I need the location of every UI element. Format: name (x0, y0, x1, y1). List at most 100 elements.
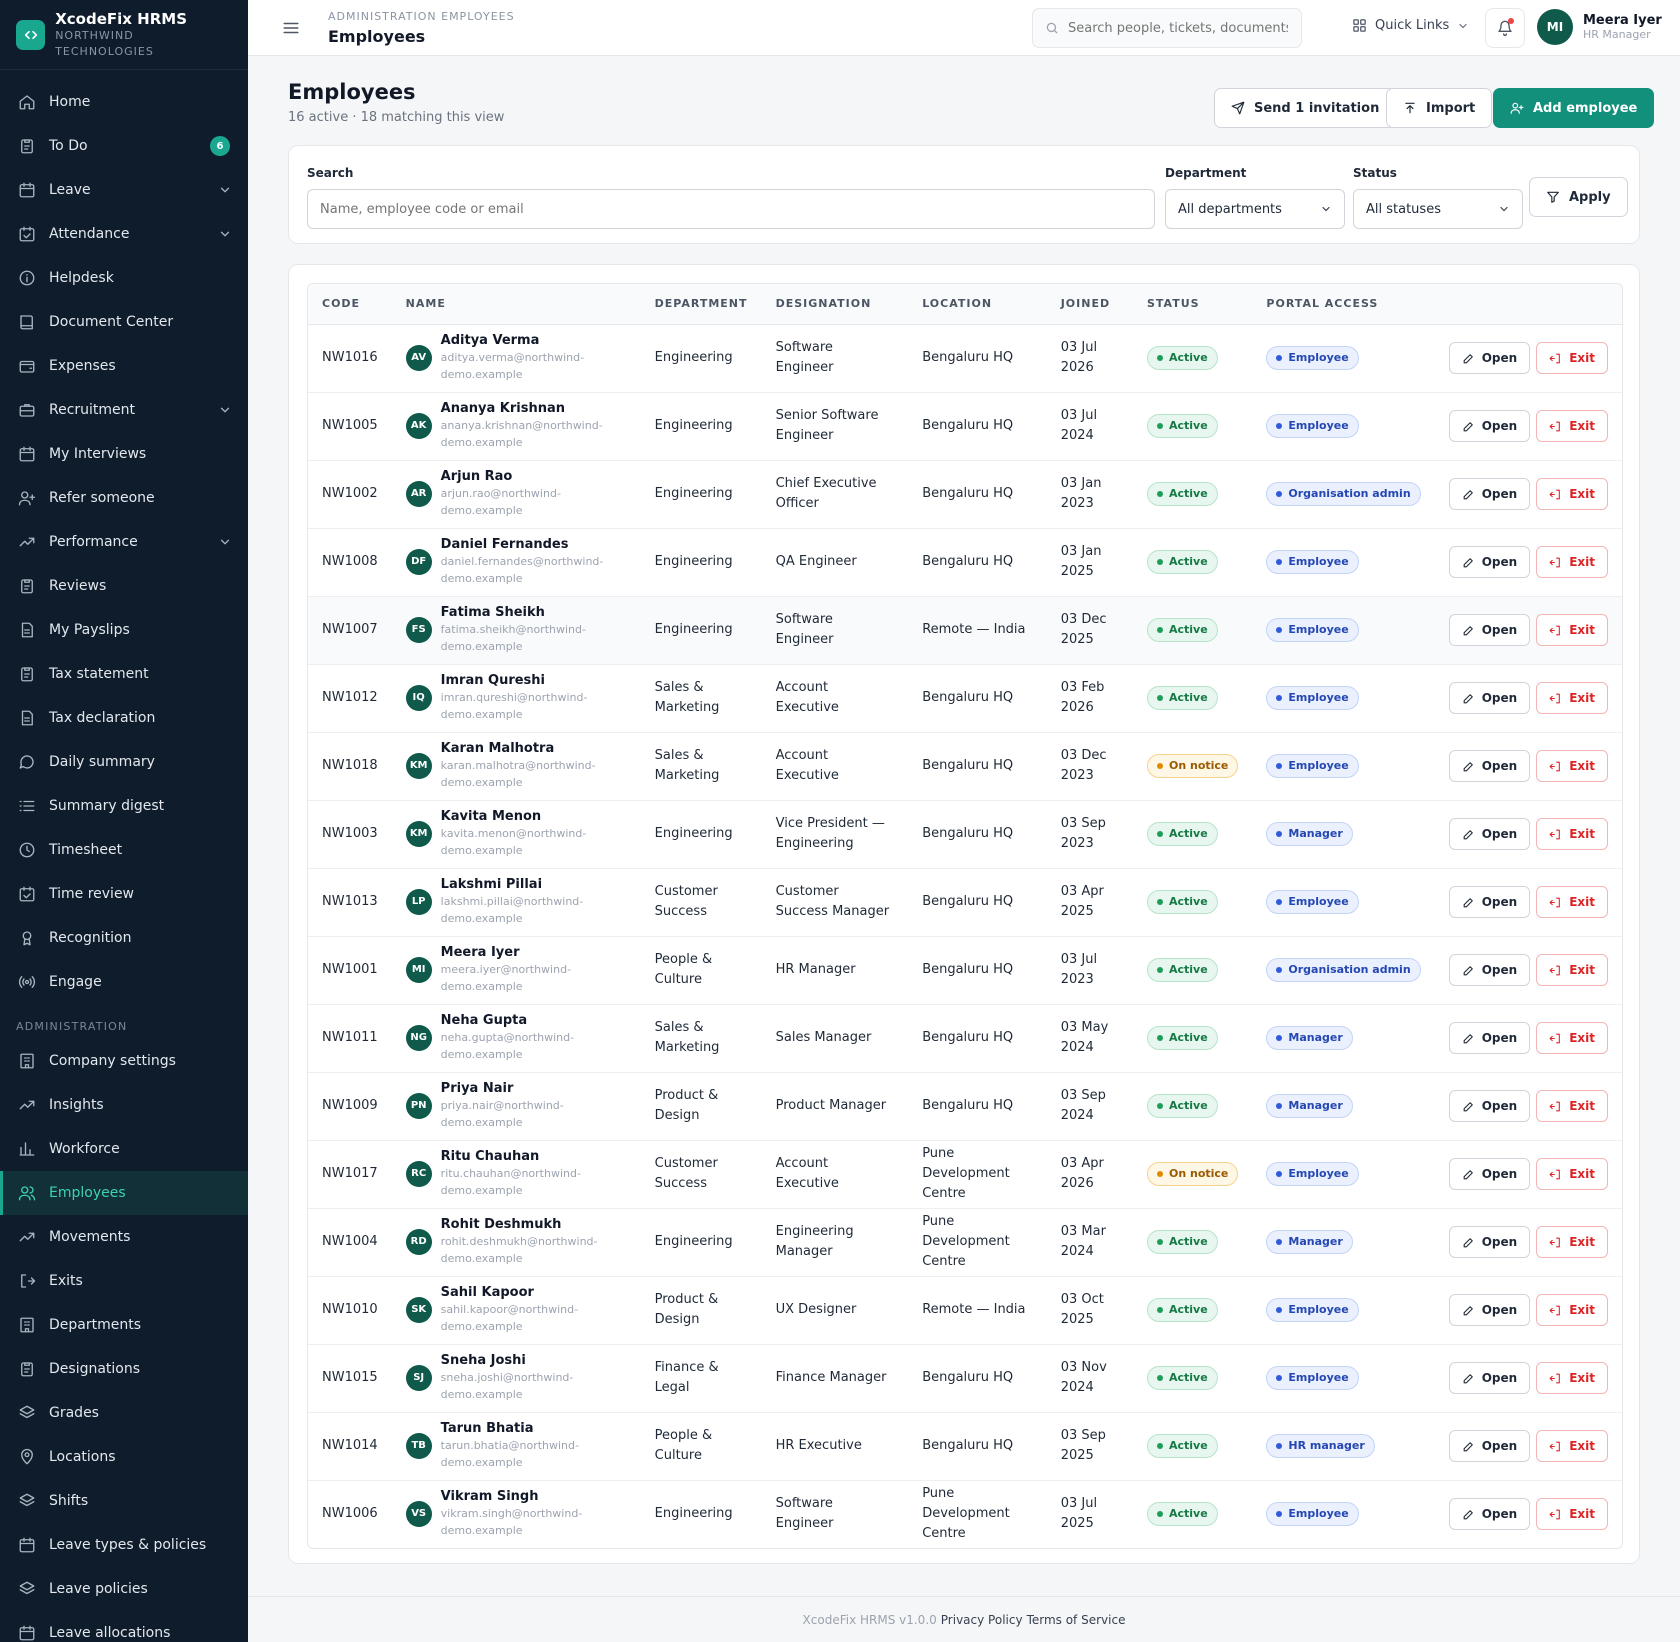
status-select[interactable]: All statuses (1353, 189, 1523, 229)
open-employee-button[interactable]: Open (1448, 750, 1531, 782)
sidebar-item-to-do[interactable]: To Do 6 (0, 124, 248, 168)
user-menu[interactable]: MI Meera Iyer HR Manager (1537, 9, 1662, 45)
sidebar-item-recognition[interactable]: Recognition (0, 916, 248, 960)
sidebar-item-time-review[interactable]: Time review (0, 872, 248, 916)
open-employee-button[interactable]: Open (1448, 342, 1531, 374)
table-row[interactable]: NW1009 PN Priya Nair priya.nair@northwind-d… (308, 1072, 1622, 1141)
table-row[interactable]: NW1006 VS Vikram Singh vikram.singh@northwi… (308, 1480, 1622, 1548)
sidebar-item-my-payslips[interactable]: My Payslips (0, 608, 248, 652)
exit-employee-button[interactable]: Exit (1536, 1158, 1608, 1190)
exit-employee-button[interactable]: Exit (1536, 410, 1608, 442)
exit-employee-button[interactable]: Exit (1536, 1498, 1608, 1531)
employee-name[interactable]: Neha Gupta (440, 1013, 528, 1028)
open-employee-button[interactable]: Open (1448, 478, 1531, 510)
global-search-input[interactable] (1068, 20, 1288, 36)
open-employee-button[interactable]: Open (1448, 1226, 1531, 1258)
exit-employee-button[interactable]: Exit (1536, 1090, 1608, 1122)
sidebar-item-grades[interactable]: Grades (0, 1391, 248, 1435)
terms-of-service-link[interactable]: Terms of Service (1026, 1612, 1126, 1627)
employee-name[interactable]: Karan Malhotra (440, 741, 555, 756)
employee-name[interactable]: Tarun Bhatia (440, 1421, 534, 1436)
open-employee-button[interactable]: Open (1448, 546, 1531, 578)
sidebar-item-tax-declaration[interactable]: Tax declaration (0, 696, 248, 740)
exit-employee-button[interactable]: Exit (1536, 478, 1608, 510)
employee-name[interactable]: Rohit Deshmukh (440, 1217, 562, 1232)
sidebar-item-engage[interactable]: Engage (0, 960, 248, 1004)
open-employee-button[interactable]: Open (1448, 1294, 1531, 1326)
open-employee-button[interactable]: Open (1448, 682, 1531, 714)
sidebar-item-movements[interactable]: Movements (0, 1215, 248, 1259)
employee-name[interactable]: Sahil Kapoor (440, 1285, 534, 1300)
sidebar-item-expenses[interactable]: Expenses (0, 344, 248, 388)
sidebar-item-document-center[interactable]: Document Center (0, 300, 248, 344)
open-employee-button[interactable]: Open (1448, 886, 1531, 918)
sidebar-item-insights[interactable]: Insights (0, 1083, 248, 1127)
open-employee-button[interactable]: Open (1448, 954, 1531, 986)
sidebar-item-home[interactable]: Home (0, 80, 248, 124)
sidebar-item-recruitment[interactable]: Recruitment (0, 388, 248, 432)
brand[interactable]: XcodeFix HRMS NORTHWIND TECHNOLOGIES (0, 0, 248, 70)
open-employee-button[interactable]: Open (1448, 1430, 1531, 1462)
table-row[interactable]: NW1008 DF Daniel Fernandes daniel.fernandes… (308, 528, 1622, 597)
sidebar-item-tax-statement[interactable]: Tax statement (0, 652, 248, 696)
table-row[interactable]: NW1004 RD Rohit Deshmukh rohit.deshmukh@nor… (308, 1208, 1622, 1277)
send-invitation-button[interactable]: Send 1 invitation (1214, 88, 1397, 128)
sidebar-item-daily-summary[interactable]: Daily summary (0, 740, 248, 784)
exit-employee-button[interactable]: Exit (1536, 1022, 1608, 1054)
sidebar-item-designations[interactable]: Designations (0, 1347, 248, 1391)
exit-employee-button[interactable]: Exit (1536, 546, 1608, 578)
exit-employee-button[interactable]: Exit (1536, 954, 1608, 986)
employee-name[interactable]: Aditya Verma (440, 333, 540, 348)
sidebar-item-leave-policies[interactable]: Leave policies (0, 1567, 248, 1611)
exit-employee-button[interactable]: Exit (1536, 1294, 1608, 1326)
sidebar-item-helpdesk[interactable]: Helpdesk (0, 256, 248, 300)
employee-name[interactable]: Lakshmi Pillai (440, 877, 543, 892)
exit-employee-button[interactable]: Exit (1536, 1430, 1608, 1462)
employee-name[interactable]: Ananya Krishnan (440, 401, 566, 416)
import-button[interactable]: Import (1386, 88, 1493, 128)
sidebar-item-attendance[interactable]: Attendance (0, 212, 248, 256)
open-employee-button[interactable]: Open (1448, 1158, 1531, 1190)
sidebar-item-leave[interactable]: Leave (0, 168, 248, 212)
employee-name[interactable]: Daniel Fernandes (440, 537, 569, 552)
privacy-policy-link[interactable]: Privacy Policy (940, 1612, 1023, 1627)
table-row[interactable]: NW1005 AK Ananya Krishnan ananya.krishnan@n… (308, 392, 1622, 461)
employee-name[interactable]: Ritu Chauhan (440, 1149, 540, 1164)
employee-name[interactable]: Fatima Sheikh (440, 605, 545, 620)
exit-employee-button[interactable]: Exit (1536, 886, 1608, 918)
sidebar-item-workforce[interactable]: Workforce (0, 1127, 248, 1171)
exit-employee-button[interactable]: Exit (1536, 1362, 1608, 1394)
sidebar-item-timesheet[interactable]: Timesheet (0, 828, 248, 872)
sidebar-item-my-interviews[interactable]: My Interviews (0, 432, 248, 476)
sidebar-item-leave-allocations[interactable]: Leave allocations (0, 1611, 248, 1642)
open-employee-button[interactable]: Open (1448, 1022, 1531, 1054)
notifications-button[interactable] (1485, 8, 1525, 48)
sidebar-item-locations[interactable]: Locations (0, 1435, 248, 1479)
add-employee-button[interactable]: Add employee (1493, 88, 1655, 128)
sidebar-item-exits[interactable]: Exits (0, 1259, 248, 1303)
department-select[interactable]: All departments (1165, 189, 1345, 229)
table-row[interactable]: NW1002 AR Arjun Rao arjun.rao@northwind-dem… (308, 460, 1622, 529)
table-row[interactable]: NW1011 NG Neha Gupta neha.gupta@northwind-d… (308, 1004, 1622, 1073)
table-row[interactable]: NW1014 TB Tarun Bhatia tarun.bhatia@northwi… (308, 1412, 1622, 1481)
sidebar-item-reviews[interactable]: Reviews (0, 564, 248, 608)
sidebar-item-departments[interactable]: Departments (0, 1303, 248, 1347)
table-row[interactable]: NW1013 LP Lakshmi Pillai lakshmi.pillai@nor… (308, 868, 1622, 937)
table-row[interactable]: NW1012 IQ Imran Qureshi imran.qureshi@north… (308, 664, 1622, 733)
employee-name[interactable]: Meera Iyer (440, 945, 520, 960)
table-row[interactable]: NW1003 KM Kavita Menon kavita.menon@northwi… (308, 800, 1622, 869)
table-row[interactable]: NW1018 KM Karan Malhotra karan.malhotra@nor… (308, 732, 1622, 801)
sidebar-item-summary-digest[interactable]: Summary digest (0, 784, 248, 828)
exit-employee-button[interactable]: Exit (1536, 818, 1608, 850)
employee-name[interactable]: Vikram Singh (440, 1489, 539, 1505)
sidebar-item-performance[interactable]: Performance (0, 520, 248, 564)
quick-links-button[interactable]: Quick Links (1352, 18, 1469, 33)
employee-search-input[interactable] (307, 189, 1155, 229)
global-search[interactable] (1032, 8, 1302, 48)
open-employee-button[interactable]: Open (1448, 1498, 1531, 1531)
open-employee-button[interactable]: Open (1448, 410, 1531, 442)
table-row[interactable]: NW1017 RC Ritu Chauhan ritu.chauhan@northwi… (308, 1140, 1622, 1209)
table-row[interactable]: NW1001 MI Meera Iyer meera.iyer@northwind-d… (308, 936, 1622, 1005)
employee-name[interactable]: Priya Nair (440, 1081, 514, 1096)
table-row[interactable]: NW1015 SJ Sneha Joshi sneha.joshi@northwind… (308, 1344, 1622, 1413)
